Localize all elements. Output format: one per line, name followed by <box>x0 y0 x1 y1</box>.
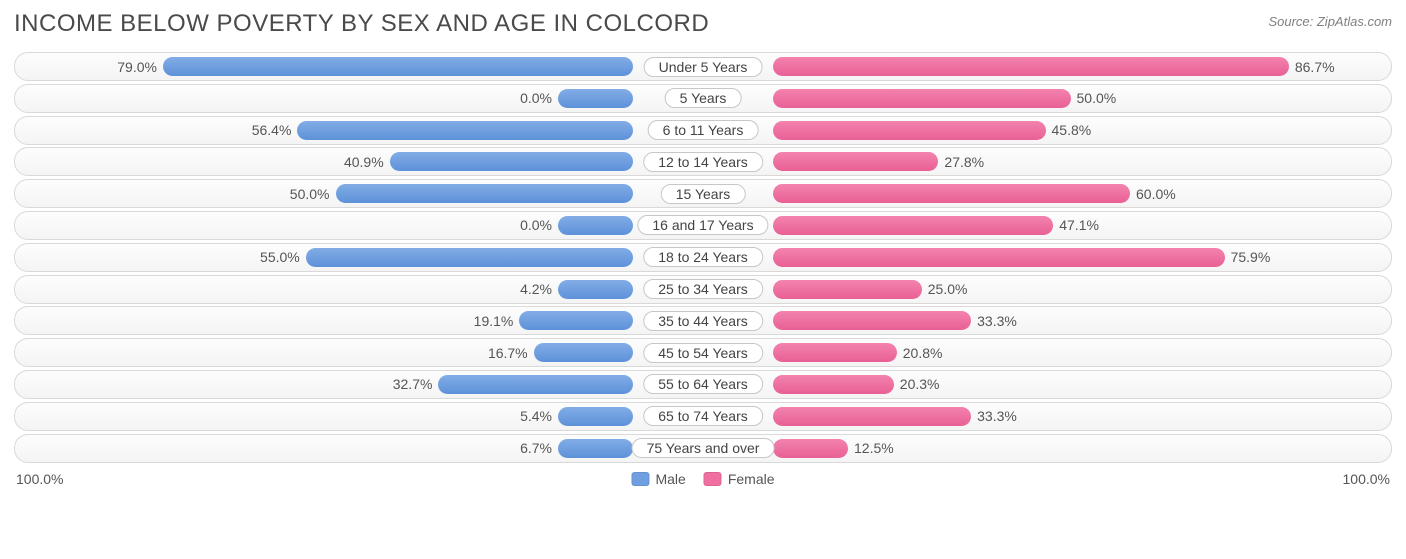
bar-female <box>773 311 971 330</box>
bar-male <box>306 248 633 267</box>
chart-source: Source: ZipAtlas.com <box>1268 10 1392 29</box>
bar-male <box>534 343 633 362</box>
chart-row: 65 to 74 Years 5.4% 33.3% <box>14 402 1392 431</box>
row-label: 16 and 17 Years <box>637 215 768 235</box>
bar-male <box>558 89 633 108</box>
pct-male: 50.0% <box>290 186 330 202</box>
pct-male: 16.7% <box>488 345 528 361</box>
legend-item-male: Male <box>631 471 685 487</box>
axis-max-left: 100.0% <box>16 471 63 487</box>
row-label: 75 Years and over <box>632 438 775 458</box>
chart-row: 55 to 64 Years 32.7% 20.3% <box>14 370 1392 399</box>
pct-female: 27.8% <box>944 154 984 170</box>
row-label: Under 5 Years <box>644 57 763 77</box>
bar-male <box>163 57 633 76</box>
bar-female <box>773 152 938 171</box>
legend-swatch-female <box>704 472 722 486</box>
chart-row: 5 Years 0.0% 50.0% <box>14 84 1392 113</box>
legend-label-male: Male <box>655 471 685 487</box>
chart-title: INCOME BELOW POVERTY BY SEX AND AGE IN C… <box>14 10 709 38</box>
chart-row: 6 to 11 Years 56.4% 45.8% <box>14 116 1392 145</box>
pct-male: 19.1% <box>474 313 514 329</box>
legend-swatch-male <box>631 472 649 486</box>
bar-female <box>773 248 1225 267</box>
pct-female: 33.3% <box>977 408 1017 424</box>
bar-male <box>558 216 633 235</box>
legend-label-female: Female <box>728 471 775 487</box>
pct-male: 55.0% <box>260 249 300 265</box>
row-label: 15 Years <box>661 184 746 204</box>
chart-row: 45 to 54 Years 16.7% 20.8% <box>14 338 1392 367</box>
bar-female <box>773 343 897 362</box>
axis-max-right: 100.0% <box>1343 471 1390 487</box>
bar-female <box>773 57 1289 76</box>
bar-male <box>519 311 633 330</box>
pct-male: 56.4% <box>252 122 292 138</box>
row-label: 5 Years <box>665 88 742 108</box>
chart-container: INCOME BELOW POVERTY BY SEX AND AGE IN C… <box>0 0 1406 559</box>
pct-female: 20.8% <box>903 345 943 361</box>
pct-female: 45.8% <box>1052 122 1092 138</box>
row-label: 12 to 14 Years <box>643 152 763 172</box>
row-label: 18 to 24 Years <box>643 247 763 267</box>
bar-male <box>390 152 633 171</box>
chart-footer: 100.0% Male Female 100.0% <box>14 471 1392 517</box>
chart-row: 18 to 24 Years 55.0% 75.9% <box>14 243 1392 272</box>
bar-female <box>773 216 1053 235</box>
pct-male: 5.4% <box>520 408 552 424</box>
pct-female: 86.7% <box>1295 59 1335 75</box>
row-label: 65 to 74 Years <box>643 406 763 426</box>
row-label: 35 to 44 Years <box>643 311 763 331</box>
chart-row: 15 Years 50.0% 60.0% <box>14 179 1392 208</box>
bar-male <box>438 375 633 394</box>
bar-male <box>336 184 634 203</box>
chart-row: 75 Years and over 6.7% 12.5% <box>14 434 1392 463</box>
pct-female: 33.3% <box>977 313 1017 329</box>
row-label: 25 to 34 Years <box>643 279 763 299</box>
chart-row: 16 and 17 Years 0.0% 47.1% <box>14 211 1392 240</box>
row-label: 45 to 54 Years <box>643 343 763 363</box>
bar-male <box>558 407 633 426</box>
bar-female <box>773 439 848 458</box>
bar-female <box>773 375 894 394</box>
pct-male: 6.7% <box>520 440 552 456</box>
chart-row: 12 to 14 Years 40.9% 27.8% <box>14 147 1392 176</box>
chart-row: 25 to 34 Years 4.2% 25.0% <box>14 275 1392 304</box>
bar-male <box>558 439 633 458</box>
bar-male <box>297 121 633 140</box>
bar-female <box>773 184 1130 203</box>
chart-header: INCOME BELOW POVERTY BY SEX AND AGE IN C… <box>14 10 1392 50</box>
pct-male: 4.2% <box>520 281 552 297</box>
row-label: 55 to 64 Years <box>643 374 763 394</box>
pct-female: 47.1% <box>1059 217 1099 233</box>
pct-male: 0.0% <box>520 217 552 233</box>
legend-item-female: Female <box>704 471 775 487</box>
pct-male: 79.0% <box>117 59 157 75</box>
pct-male: 0.0% <box>520 90 552 106</box>
bar-female <box>773 280 922 299</box>
pct-male: 32.7% <box>393 376 433 392</box>
pct-female: 12.5% <box>854 440 894 456</box>
pct-female: 25.0% <box>928 281 968 297</box>
pct-female: 60.0% <box>1136 186 1176 202</box>
bar-female <box>773 89 1071 108</box>
bar-male <box>558 280 633 299</box>
bar-female <box>773 121 1046 140</box>
row-label: 6 to 11 Years <box>648 120 759 140</box>
pct-female: 20.3% <box>900 376 940 392</box>
chart-legend: Male Female <box>631 471 774 487</box>
pct-male: 40.9% <box>344 154 384 170</box>
pct-female: 50.0% <box>1077 90 1117 106</box>
chart-rows: Under 5 Years 79.0% 86.7% 5 Years 0.0% 50.0% 6… <box>14 50 1392 463</box>
chart-row: 35 to 44 Years 19.1% 33.3% <box>14 306 1392 335</box>
chart-row: Under 5 Years 79.0% 86.7% <box>14 52 1392 81</box>
pct-female: 75.9% <box>1231 249 1271 265</box>
bar-female <box>773 407 971 426</box>
